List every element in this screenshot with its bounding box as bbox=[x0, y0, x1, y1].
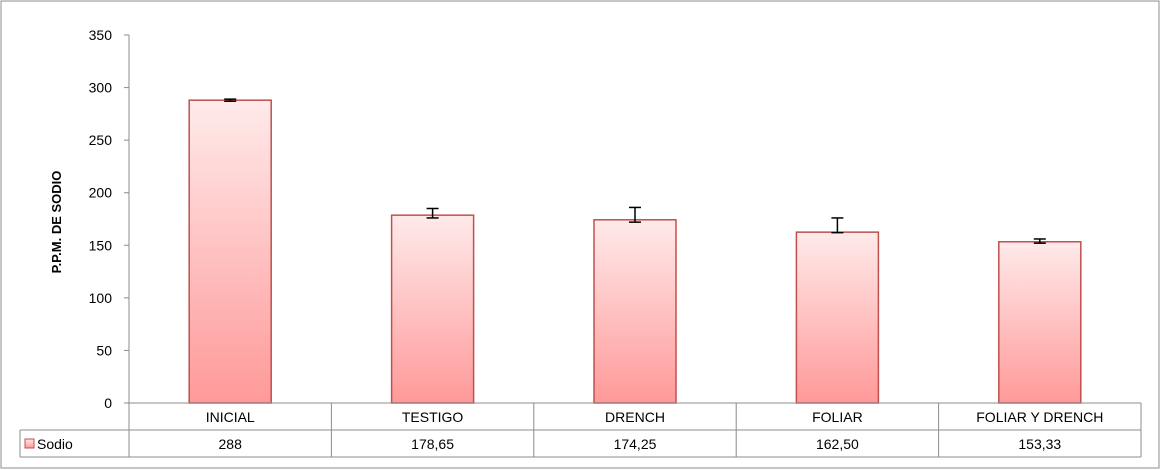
y-tick-label: 250 bbox=[89, 132, 113, 148]
category-label: DRENCH bbox=[605, 409, 665, 425]
data-table: INICIAL 288 TESTIGO 178,65 DRENCH 174,25 FOLIA… bbox=[19, 402, 1142, 458]
y-tick-label: 300 bbox=[89, 80, 113, 96]
y-tick-label: 200 bbox=[89, 185, 113, 201]
y-tick-label: 50 bbox=[96, 342, 112, 358]
bar bbox=[795, 231, 880, 404]
legend-swatch bbox=[24, 438, 35, 449]
value-label: 288 bbox=[219, 436, 243, 452]
y-tick-label: 350 bbox=[89, 27, 113, 43]
bar bbox=[593, 219, 677, 404]
bar bbox=[188, 99, 272, 404]
category-label: FOLIAR Y DRENCH bbox=[976, 409, 1103, 425]
value-label: 153,33 bbox=[1018, 436, 1061, 452]
bar bbox=[998, 241, 1082, 404]
category-label: FOLIAR bbox=[812, 409, 863, 425]
y-tick-label: 100 bbox=[89, 290, 113, 306]
y-axis: 0 50 100 150 200 250 300 350 bbox=[89, 27, 130, 411]
y-tick-label: 150 bbox=[89, 237, 113, 253]
value-label: 162,50 bbox=[816, 436, 859, 452]
bar bbox=[390, 214, 475, 404]
value-label: 174,25 bbox=[614, 436, 657, 452]
y-axis-label: P.P.M. DE SODIO bbox=[49, 171, 64, 274]
value-label: 178,65 bbox=[411, 436, 454, 452]
legend-label: Sodio bbox=[37, 436, 73, 452]
category-label: INICIAL bbox=[206, 409, 255, 425]
y-tick-label: 0 bbox=[104, 395, 112, 411]
category-label: TESTIGO bbox=[402, 409, 464, 425]
bars bbox=[188, 98, 1082, 404]
